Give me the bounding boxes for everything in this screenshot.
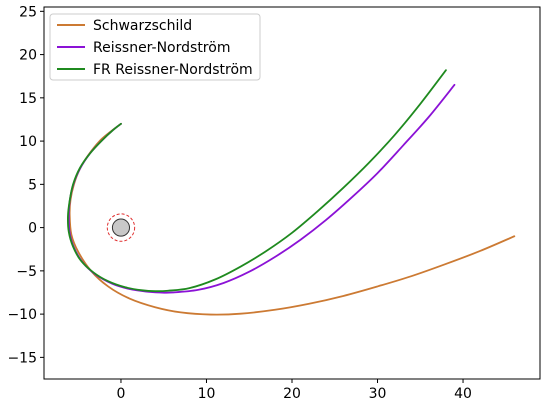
y-axis: −15 −10 −5 0 5 10 15 20 25: [7, 4, 44, 366]
x-tick-label: 40: [454, 386, 472, 402]
y-tick-label: −10: [7, 307, 37, 323]
legend-label-reissner-nordstrom: Reissner-Nordström: [93, 40, 230, 56]
x-tick-label: 10: [198, 386, 216, 402]
central-object: [111, 218, 131, 237]
x-axis: 0 10 20 30 40: [117, 379, 472, 402]
y-tick-label: 25: [19, 4, 37, 20]
fr-reissner-nordstrom-line: [66, 69, 447, 293]
horizon-ring: [106, 213, 136, 242]
x-tick-label: 20: [283, 386, 301, 402]
y-tick-label: 0: [28, 221, 37, 237]
x-tick-label: 0: [117, 386, 126, 402]
y-tick-label: −15: [7, 350, 37, 366]
y-tick-label: 10: [19, 134, 37, 150]
y-tick-label: 5: [28, 177, 37, 193]
x-tick-label: 30: [369, 386, 387, 402]
plot-area: [66, 69, 516, 316]
legend-box: [49, 13, 261, 81]
y-tick-label: 15: [19, 91, 37, 107]
legend-label-schwarzschild: Schwarzschild: [93, 18, 192, 34]
legend-label-fr-reissner-nordstrom: FR Reissner-Nordström: [93, 62, 253, 78]
legend: Schwarzschild Reissner-Nordström FR Reis…: [49, 13, 261, 81]
y-tick-label: −5: [16, 264, 37, 280]
y-tick-label: 20: [19, 48, 37, 64]
axes-frame: [43, 6, 541, 380]
